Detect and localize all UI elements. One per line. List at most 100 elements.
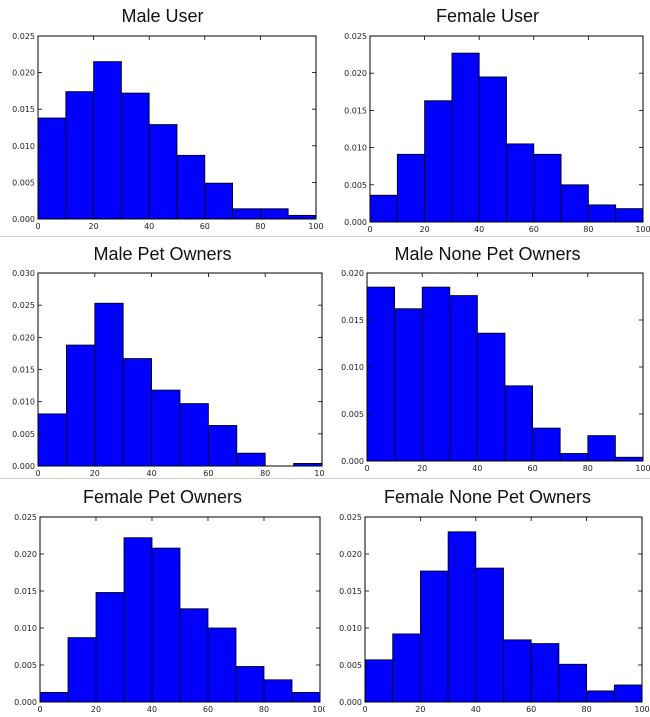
histogram-bar (586, 690, 615, 703)
x-tick-label: 60 (526, 705, 536, 714)
panel-male-user: Male User 0.000 0.005 0.010 0.015 0.020 0.025… (0, 0, 325, 235)
panel-female-user: Female User 0.000 0.005 0.010 0.015 0.020 0.0… (325, 0, 650, 235)
histogram-bar (392, 633, 421, 703)
x-tick-label: 100 (308, 222, 323, 231)
x-tick-label: 60 (203, 705, 213, 714)
histogram-bar (122, 358, 152, 467)
histogram-bar (236, 452, 266, 467)
histogram-bar (259, 208, 289, 220)
y-tick-label: 0.030 (12, 269, 35, 278)
histogram-bar (121, 92, 150, 220)
histogram-bar (369, 194, 398, 223)
histogram-bar (558, 663, 587, 703)
y-tick-label: 0.010 (12, 142, 35, 151)
histogram-bar (291, 691, 321, 703)
x-tick-label: 80 (582, 705, 592, 714)
chart-title: Male User (121, 6, 204, 26)
panel-female-none-pet-owners: Female None Pet Owners 0.000 0.005 0.010 0.… (325, 479, 650, 717)
histogram-bar (151, 389, 181, 467)
x-tick-label: 100 (634, 705, 649, 714)
y-tick-label: 0.020 (344, 69, 367, 78)
histogram-bar (614, 456, 644, 462)
x-tick-label: 80 (255, 222, 265, 231)
x-tick-label: 80 (583, 464, 593, 473)
chart-title: Male Pet Owners (93, 244, 232, 264)
x-tick-label: 100 (314, 469, 325, 477)
y-tick-label: 0.005 (12, 430, 35, 439)
x-tick-label: 40 (474, 225, 484, 234)
histogram-bar (533, 153, 562, 223)
x-tick-label: 80 (260, 469, 270, 477)
histogram-bar (151, 547, 181, 703)
x-tick-label: 100 (635, 464, 650, 473)
y-tick-label: 0.020 (14, 550, 37, 559)
row-divider (0, 478, 650, 479)
histogram-bar (394, 308, 423, 462)
y-tick-label: 0.025 (339, 513, 362, 522)
y-tick-label: 0.025 (12, 32, 35, 41)
y-tick-label: 0.000 (12, 462, 35, 471)
y-tick-label: 0.010 (12, 398, 35, 407)
histogram-bar (148, 124, 178, 220)
histogram-male-none-pet-owners: 0.000 0.005 0.010 0.015 0.020 0 20 40 60 80 100 (341, 269, 650, 473)
x-tick-label: 20 (415, 705, 425, 714)
plot-frame (369, 35, 644, 223)
x-tick-label: 0 (364, 464, 369, 473)
histogram-bar (179, 403, 209, 467)
y-tick-label: 0.000 (339, 698, 362, 707)
histogram-female-none-pet-owners: 0.000 0.005 0.010 0.015 0.020 0.025 0 20 40 60 80 1… (339, 513, 650, 714)
histogram-male-pet-owners: 0.000 0.005 0.010 0.015 0.020 0.025 0.030 0 20 40… (12, 269, 325, 477)
x-tick-label: 20 (89, 222, 99, 231)
histogram-bar (530, 643, 560, 703)
x-tick-label: 40 (147, 469, 157, 477)
plot-frame (364, 516, 643, 703)
x-tick-label: 40 (471, 705, 481, 714)
x-tick-label: 40 (147, 705, 157, 714)
histogram-bar (478, 76, 507, 223)
chart-title: Female Pet Owners (82, 487, 243, 507)
y-tick-label: 0.000 (14, 698, 37, 707)
histogram-bar (39, 691, 69, 703)
y-tick-label: 0.020 (12, 69, 35, 78)
histogram-bar (66, 344, 96, 467)
histogram-bar (95, 592, 125, 703)
y-tick-label: 0.025 (12, 301, 35, 310)
y-tick-label: 0.020 (339, 550, 362, 559)
y-tick-label: 0.015 (12, 366, 35, 375)
x-tick-label: 0 (367, 225, 372, 234)
plot-frame (39, 516, 321, 703)
histogram-bar (560, 184, 589, 223)
histogram-bar (207, 425, 238, 467)
y-tick-label: 0.000 (341, 457, 364, 466)
y-tick-label: 0.010 (341, 363, 364, 372)
histogram-bar (232, 208, 261, 220)
histogram-bar (93, 61, 122, 220)
histogram-bar (447, 531, 477, 703)
x-tick-label: 0 (37, 705, 42, 714)
histogram-bar (451, 52, 480, 223)
histogram-bar (235, 666, 265, 703)
y-tick-label: 0.015 (339, 587, 362, 596)
histogram-female-user: 0.000 0.005 0.010 0.015 0.020 0.025 0 20 40 60 80 1… (344, 32, 650, 234)
histogram-bar (396, 153, 426, 223)
plot-frame (37, 35, 317, 220)
x-tick-label: 20 (420, 225, 430, 234)
x-tick-label: 0 (35, 469, 40, 477)
histogram-bar (37, 117, 67, 220)
x-tick-label: 60 (529, 225, 539, 234)
y-tick-label: 0.020 (12, 333, 35, 342)
x-tick-label: 20 (417, 464, 427, 473)
histogram-bar (475, 567, 504, 703)
histogram-bar (366, 286, 396, 462)
histogram-bar (263, 679, 293, 703)
histogram-bar (421, 286, 451, 462)
histogram-bar (94, 302, 124, 467)
histogram-bar (532, 427, 561, 462)
histogram-bar (204, 182, 234, 220)
y-tick-label: 0.005 (344, 181, 367, 190)
histogram-female-pet-owners: 0.000 0.005 0.010 0.015 0.020 0.025 0 20 40 60 80 1… (14, 513, 325, 714)
histogram-bar (503, 639, 532, 703)
chart-title: Female None Pet Owners (383, 487, 592, 507)
histogram-bar (613, 684, 643, 703)
y-tick-label: 0.000 (12, 215, 35, 224)
